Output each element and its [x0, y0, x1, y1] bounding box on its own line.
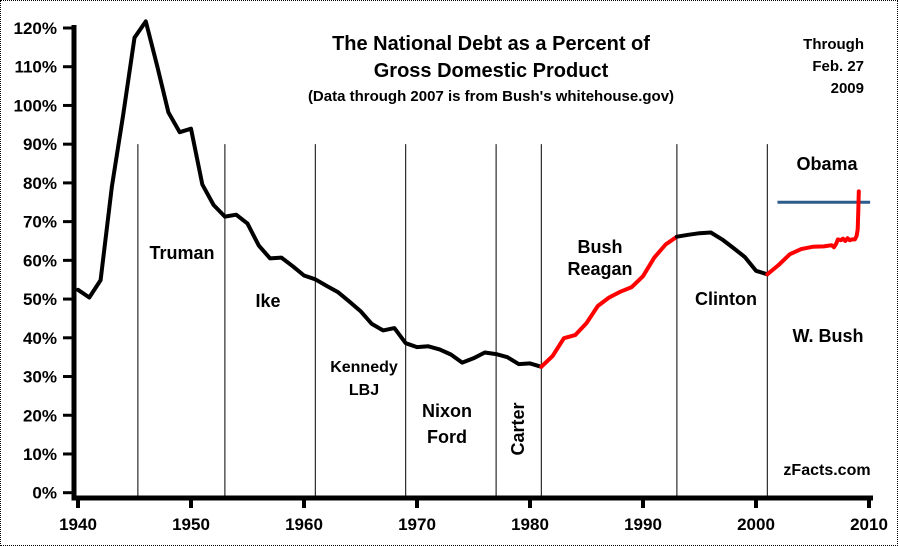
- chart-subtitle: (Data through 2007 is from Bush's whiteh…: [307, 88, 675, 105]
- y-axis-tick-label: 80%: [23, 174, 57, 193]
- y-axis-tick-label: 40%: [23, 329, 57, 348]
- president-label-kennedy-lbj: Kennedy LBJ: [304, 356, 424, 402]
- y-axis-tick-label: 50%: [23, 290, 57, 309]
- y-axis-tick-label: 70%: [23, 213, 57, 232]
- series-debt-pct-gdp-1993-2001-black: [674, 230, 770, 277]
- through-note-line3: 2009: [830, 80, 864, 97]
- x-axis-tick-label: 1970: [398, 515, 436, 534]
- president-label-reagan: Reagan: [567, 259, 633, 279]
- president-label-ford: Ford: [427, 427, 467, 447]
- president-label-bush-reagan: Bush Reagan: [540, 236, 660, 280]
- x-axis-tick-label: 1990: [624, 515, 662, 534]
- y-axis-tick-label: 30%: [23, 368, 57, 387]
- x-axis-tick-label: 2010: [850, 515, 888, 534]
- president-label-lbj: LBJ: [348, 382, 380, 399]
- x-axis-tick-label: 1950: [172, 515, 210, 534]
- president-label-carter: Carter: [508, 402, 528, 456]
- president-label-kennedy: Kennedy: [330, 359, 398, 376]
- x-axis-tick-label: 1980: [511, 515, 549, 534]
- zfacts-watermark: zFacts.com: [783, 462, 871, 479]
- series-debt-pct-gdp-2001-2009-red: [765, 189, 861, 277]
- through-note-line1: Through: [803, 36, 864, 53]
- chart-title-line1: The National Debt as a Percent of: [332, 33, 650, 55]
- through-note-line2: Feb. 27: [812, 58, 864, 75]
- y-axis-tick-label: 120%: [14, 19, 57, 38]
- y-axis-tick-label: 60%: [23, 251, 57, 270]
- president-label-bush41: Bush: [577, 237, 623, 257]
- series-debt-pct-gdp-1981-1993-red: [539, 234, 679, 369]
- president-label-wbush: W. Bush: [792, 326, 864, 346]
- president-label-nixon-ford: Nixon Ford: [387, 398, 507, 450]
- president-label-clinton: Clinton: [695, 289, 757, 309]
- x-axis-tick-label: 2000: [737, 515, 775, 534]
- y-axis-tick-label: 0%: [32, 484, 57, 503]
- x-axis-tick-label: 1940: [59, 515, 97, 534]
- y-axis-tick-label: 100%: [14, 96, 57, 115]
- y-axis-tick-label: 10%: [23, 445, 57, 464]
- series-debt-pct-gdp-1940-1981-black: [76, 19, 544, 369]
- president-label-ike: Ike: [255, 291, 281, 311]
- chart-title-block: The National Debt as a Percent of Gross …: [261, 31, 721, 109]
- y-axis-tick-label: 90%: [23, 135, 57, 154]
- y-axis-tick-label: 20%: [23, 406, 57, 425]
- president-label-truman: Truman: [149, 243, 215, 263]
- chart-title-line2: Gross Domestic Product: [373, 60, 609, 82]
- y-axis-tick-label: 110%: [14, 58, 57, 77]
- x-axis-tick-label: 1960: [285, 515, 323, 534]
- president-label-obama: Obama: [796, 154, 858, 174]
- president-label-nixon: Nixon: [421, 401, 472, 421]
- through-date-note: Through Feb. 27 2009: [803, 34, 864, 100]
